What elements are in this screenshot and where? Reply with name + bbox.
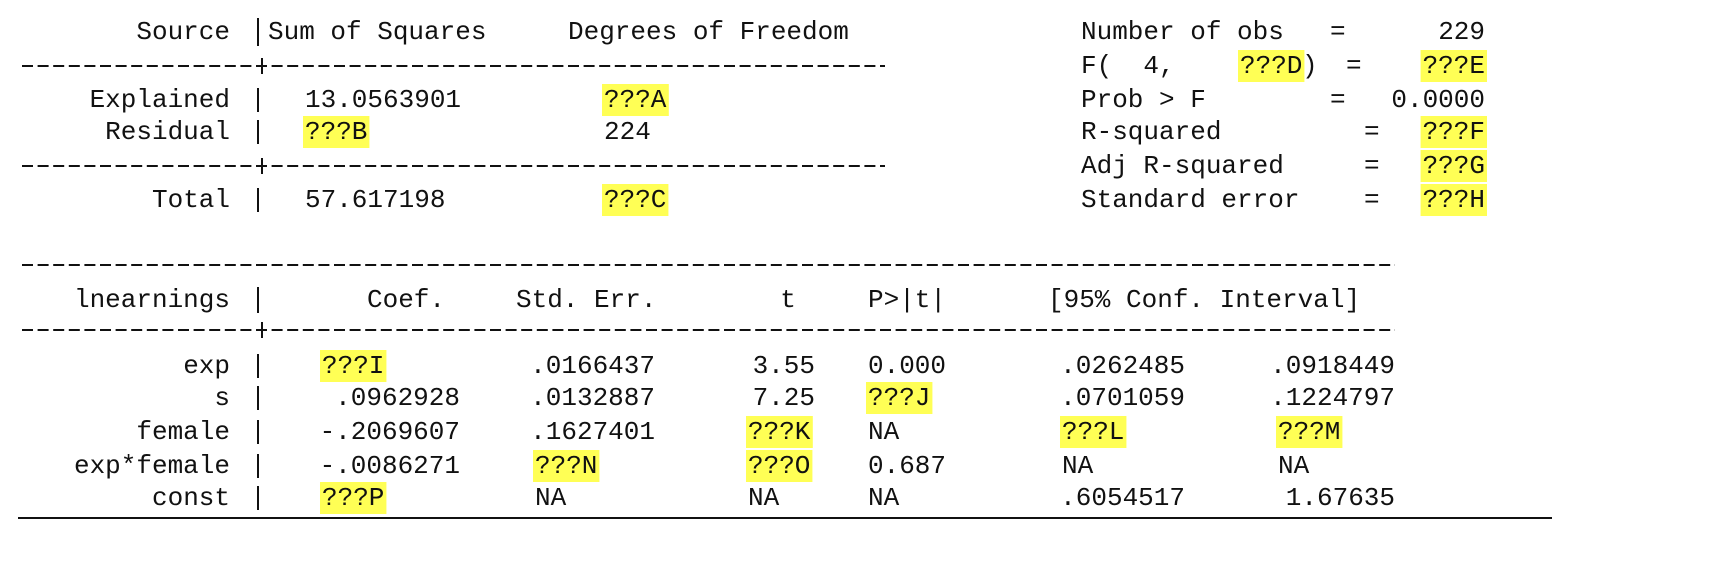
stat-label: R-squared xyxy=(1081,117,1221,147)
cell: ???B xyxy=(305,117,367,147)
stat-eq: = xyxy=(1364,151,1380,181)
stat-value: 229 xyxy=(1438,17,1485,47)
stat-eq: = xyxy=(1364,117,1380,147)
row-label: s xyxy=(214,383,230,413)
highlight xyxy=(533,450,600,482)
cell: ???N xyxy=(535,451,597,481)
cell: ???A xyxy=(604,85,667,115)
stat-label: F( 4, xyxy=(1081,51,1175,81)
highlight xyxy=(746,416,813,448)
row-label: female xyxy=(136,417,230,447)
cell: 0.000 xyxy=(868,351,946,381)
cell: 0.687 xyxy=(868,451,946,481)
cell: .0701059 xyxy=(1060,383,1185,413)
cell: ???P xyxy=(322,483,384,513)
cell: .0132887 xyxy=(530,383,655,413)
cell: ???K xyxy=(748,417,811,447)
cell: 1.67635 xyxy=(1286,483,1395,513)
highlight xyxy=(602,84,669,116)
highlight xyxy=(1238,50,1305,82)
cell: ???I xyxy=(322,351,384,381)
cell: ???C xyxy=(604,185,666,215)
stat-df: ???D xyxy=(1240,51,1302,81)
cell: NA xyxy=(868,483,900,513)
row-label: const xyxy=(152,483,230,513)
row-label: Explained xyxy=(90,85,230,115)
cell: .0962928 xyxy=(335,383,460,413)
stat-value: 0.0000 xyxy=(1391,85,1485,115)
stat-label: Number of obs xyxy=(1081,17,1284,47)
highlight xyxy=(1420,50,1487,82)
highlight xyxy=(1420,116,1487,148)
header: Sum of Squares xyxy=(268,17,486,47)
row-label: exp*female xyxy=(74,451,230,481)
highlight xyxy=(1420,184,1487,216)
cell: .0262485 xyxy=(1060,351,1185,381)
cell: .1224797 xyxy=(1270,383,1395,413)
stat-eq: = xyxy=(1346,51,1362,81)
stat-close: ) xyxy=(1302,51,1318,81)
coef-rows: exp ???I .0166437 3.55 0.000 .0262485 .0918449… xyxy=(74,351,1395,513)
cell: NA xyxy=(868,417,900,447)
header: lnearnings xyxy=(74,285,230,315)
highlight xyxy=(746,450,813,482)
highlight xyxy=(320,350,387,382)
stat-value: ???G xyxy=(1423,151,1485,181)
cell: .0166437 xyxy=(530,351,655,381)
highlight xyxy=(320,482,387,514)
cell: .0918449 xyxy=(1270,351,1395,381)
stat-eq: = xyxy=(1364,185,1380,215)
cell: 57.617198 xyxy=(305,185,445,215)
highlight xyxy=(1060,416,1127,448)
stat-value: ???E xyxy=(1423,51,1485,81)
header: P>|t| xyxy=(868,285,946,315)
highlight xyxy=(866,382,933,414)
header: Std. Err. xyxy=(516,285,656,315)
highlight xyxy=(1420,150,1487,182)
cell: ???J xyxy=(868,383,930,413)
cell: -.2069607 xyxy=(320,417,460,447)
header: Degrees of Freedom xyxy=(568,17,849,47)
cell: ???O xyxy=(748,451,810,481)
row-label: exp xyxy=(183,351,230,381)
highlight xyxy=(303,116,370,148)
header: Source xyxy=(136,17,230,47)
cell: 224 xyxy=(604,117,651,147)
highlight xyxy=(1276,416,1343,448)
cell: 3.55 xyxy=(753,351,815,381)
cell: .1627401 xyxy=(530,417,655,447)
stat-label: Adj R-squared xyxy=(1081,151,1284,181)
cell: 13.0563901 xyxy=(305,85,461,115)
stat-label: Prob > F xyxy=(1081,85,1206,115)
header: Coef. xyxy=(367,285,445,315)
stat-value: ???F xyxy=(1423,117,1485,147)
cell: NA xyxy=(1062,451,1094,481)
cell: -.0086271 xyxy=(320,451,460,481)
stat-value: ???H xyxy=(1423,185,1485,215)
row-label: Residual xyxy=(105,117,230,147)
row-label: Total xyxy=(152,185,230,215)
cell: NA xyxy=(1278,451,1310,481)
highlight xyxy=(602,184,669,216)
highlights xyxy=(303,50,1487,514)
cell: NA xyxy=(535,483,567,513)
cell: .6054517 xyxy=(1060,483,1185,513)
cell: ???L xyxy=(1062,417,1124,447)
stat-eq: = xyxy=(1330,85,1346,115)
header: [95% Conf. Interval] xyxy=(1048,285,1360,315)
header: t xyxy=(780,285,796,315)
cell: 7.25 xyxy=(753,383,815,413)
stat-eq: = xyxy=(1330,17,1346,47)
stat-label: Standard error xyxy=(1081,185,1299,215)
cell: NA xyxy=(748,483,780,513)
cell: ???M xyxy=(1278,417,1340,447)
